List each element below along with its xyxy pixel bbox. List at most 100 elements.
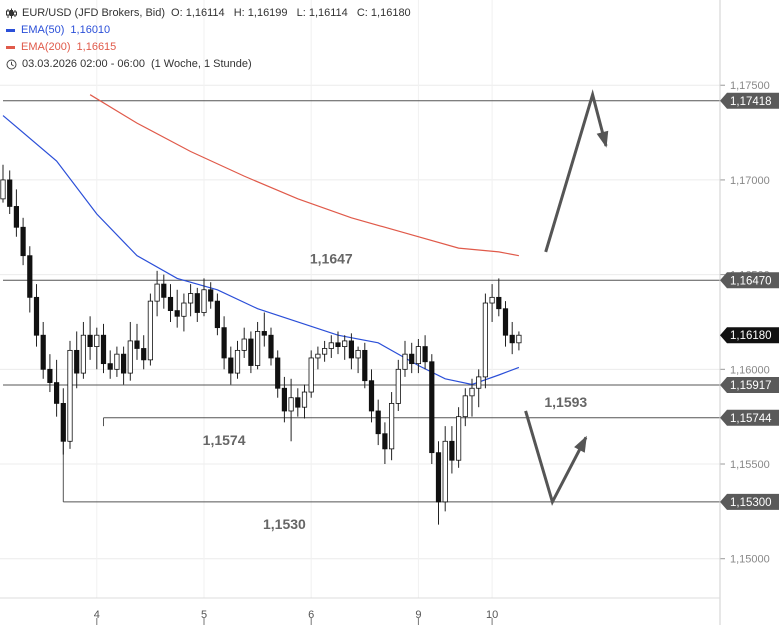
candle-body-up	[241, 338, 247, 351]
candle	[395, 359, 401, 411]
candle	[161, 274, 167, 309]
candle-body-up	[469, 387, 475, 397]
candle-body-down	[496, 296, 502, 310]
x-tick-label: 10	[486, 609, 498, 621]
candle-body-up	[187, 293, 194, 304]
ema50-swatch	[6, 29, 15, 32]
candle	[496, 278, 502, 317]
candle-body-up	[308, 357, 314, 393]
candle-body-down	[295, 397, 301, 408]
legend-ema50[interactable]: EMA(50) 1,16010	[6, 22, 417, 39]
candle-body-down	[449, 440, 455, 461]
candle-body-up	[476, 376, 482, 389]
ema50-label: EMA(50)	[21, 24, 65, 36]
candle-body-down	[375, 410, 381, 435]
legend-ema200[interactable]: EMA(200) 1,16615	[6, 39, 417, 56]
candle	[7, 170, 13, 215]
candle	[234, 340, 241, 379]
candle-body-down	[429, 361, 435, 454]
price-tag: 1,16180	[720, 327, 779, 344]
candle-body-up	[462, 395, 468, 418]
candle-body-down	[382, 433, 388, 450]
candlestick-icon[interactable]	[6, 8, 17, 19]
price-tag-bg	[720, 377, 779, 394]
ohlc-values: O: 1,16114 H: 1,16199 L: 1,16114 C: 1,16…	[171, 5, 417, 22]
candle-body-down	[362, 349, 368, 382]
candle-body-up	[147, 300, 153, 361]
ema200-value: 1,16615	[76, 41, 117, 53]
instrument-title: EUR/USD (JFD Brokers, Bid)	[22, 7, 166, 19]
time-axis: 4 5 6 9 10	[0, 597, 720, 625]
price-tag-label: 1,16470	[730, 275, 772, 287]
candle-body-down	[268, 334, 274, 359]
candle-body-up	[516, 334, 522, 344]
x-tick-label: 4	[94, 609, 100, 621]
price-tag-bg	[720, 493, 779, 510]
candle-body-up	[301, 391, 308, 408]
ema200-swatch	[6, 46, 15, 49]
candle	[301, 384, 308, 419]
legend-period: 03.03.2026 02:00 - 06:00 (1 Woche, 1 Stu…	[6, 56, 417, 73]
candle-body-up	[94, 334, 100, 347]
price-tag-label: 1,15917	[730, 380, 772, 392]
candle	[335, 331, 341, 355]
candle	[415, 339, 422, 374]
candle	[201, 278, 207, 317]
candle	[362, 342, 368, 389]
level-label: 1,1574	[203, 432, 246, 448]
candle	[435, 441, 442, 525]
candle-body-down	[208, 289, 214, 302]
candle	[54, 359, 60, 417]
candle-body-down	[167, 296, 174, 312]
candle	[321, 340, 328, 362]
price-tag: 1,15917	[720, 377, 779, 394]
candle-body-down	[275, 357, 281, 389]
candle	[489, 284, 495, 322]
candle	[422, 335, 428, 370]
candle-body-down	[33, 296, 40, 336]
candle-body-up	[315, 353, 321, 359]
candle	[455, 407, 462, 468]
candle	[60, 388, 66, 455]
price-tag-bg	[720, 409, 779, 426]
x-tick-label: 5	[201, 609, 207, 621]
candle-body-down	[221, 327, 227, 359]
candle-body-down	[121, 353, 127, 374]
candle	[141, 335, 147, 370]
candle	[80, 321, 86, 379]
candle	[308, 350, 314, 398]
open-value: O: 1,16114	[171, 7, 225, 19]
candle-body-down	[281, 387, 288, 412]
level-label: 1,1647	[310, 250, 353, 266]
candle-body-down	[161, 283, 167, 298]
candle-body-up	[442, 440, 448, 503]
candle	[87, 316, 93, 360]
candle-body-up	[388, 403, 395, 450]
candle	[208, 282, 214, 309]
candle	[0, 164, 6, 203]
candle-body-up	[321, 348, 328, 355]
candle	[241, 327, 247, 358]
candle-body-up	[288, 397, 294, 412]
price-tag-label: 1,16180	[730, 330, 772, 342]
candle-body-up	[67, 349, 73, 442]
candle-body-down	[261, 331, 267, 336]
candle-body-down	[214, 300, 220, 329]
candle	[248, 331, 254, 374]
candle	[315, 346, 321, 370]
candle-body-up	[127, 340, 133, 374]
candle	[388, 392, 395, 461]
candle	[409, 342, 415, 374]
candle-body-down	[47, 368, 53, 383]
y-tick-label: 1,15500	[730, 459, 770, 471]
x-tick-label: 6	[308, 609, 314, 621]
level-labels: 1,1647 1,1593 1,1574 1,1530	[203, 250, 588, 532]
candle-body-down	[141, 348, 147, 361]
candle-body-down	[422, 346, 428, 363]
candle	[516, 331, 522, 351]
candle-body-up	[415, 346, 422, 365]
candle	[127, 321, 133, 381]
candle-body-down	[348, 340, 355, 359]
candle	[469, 378, 475, 417]
candle-body-down	[20, 226, 26, 257]
